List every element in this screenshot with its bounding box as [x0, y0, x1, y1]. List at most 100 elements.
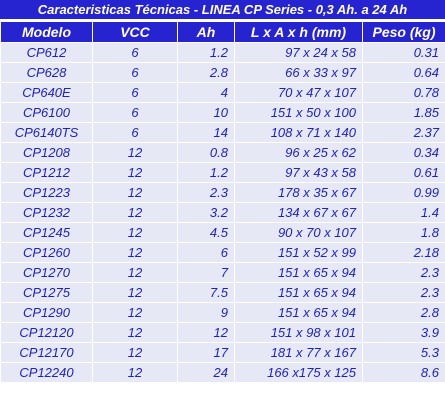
weight-cell: 2.8 — [362, 302, 445, 323]
model-cell: CP612 — [0, 42, 93, 63]
ah-cell: 2.8 — [177, 62, 235, 83]
model-cell: CP12240 — [0, 362, 93, 383]
weight-cell: 0.64 — [362, 62, 445, 83]
table-row: CP640E 6 4 70 x 47 x 107 0.78 — [0, 82, 445, 103]
sheet-title: Caracteristicas Técnicas - LINEA CP Seri… — [0, 0, 445, 21]
vcc-cell: 6 — [92, 122, 178, 143]
model-cell: CP1232 — [0, 202, 93, 223]
vcc-cell: 6 — [92, 62, 178, 83]
vcc-cell: 12 — [92, 302, 178, 323]
ah-cell: 24 — [177, 362, 235, 383]
table-row: CP1245 12 4.5 90 x 70 x 107 1.8 — [0, 222, 445, 243]
weight-cell: 0.99 — [362, 182, 445, 203]
ah-cell: 1.2 — [177, 42, 235, 63]
dimensions-cell: 151 x 65 x 94 — [234, 302, 363, 323]
column-header-vcc: VCC — [92, 21, 178, 43]
dimensions-cell: 178 x 35 x 67 — [234, 182, 363, 203]
table-row: CP12240 12 24 166 x175 x 125 8.6 — [0, 362, 445, 383]
weight-cell: 2.37 — [362, 122, 445, 143]
weight-cell: 2.3 — [362, 282, 445, 303]
ah-cell: 7 — [177, 262, 235, 283]
ah-cell: 3.2 — [177, 202, 235, 223]
dimensions-cell: 66 x 33 x 97 — [234, 62, 363, 83]
vcc-cell: 6 — [92, 102, 178, 123]
model-cell: CP1212 — [0, 162, 93, 183]
vcc-cell: 12 — [92, 282, 178, 303]
model-cell: CP12120 — [0, 322, 93, 343]
weight-cell: 0.78 — [362, 82, 445, 103]
ah-cell: 6 — [177, 242, 235, 263]
ah-cell: 12 — [177, 322, 235, 343]
spec-table: Modelo VCC Ah L x A x h (mm) Peso (kg) C… — [0, 21, 445, 383]
vcc-cell: 12 — [92, 322, 178, 343]
table-row: CP1270 12 7 151 x 65 x 94 2.3 — [0, 262, 445, 283]
dimensions-cell: 151 x 65 x 94 — [234, 262, 363, 283]
ah-cell: 17 — [177, 342, 235, 363]
table-row: CP6140TS 6 14 108 x 71 x 140 2.37 — [0, 122, 445, 143]
table-row: CP6100 6 10 151 x 50 x 100 1.85 — [0, 102, 445, 123]
vcc-cell: 12 — [92, 362, 178, 383]
model-cell: CP1290 — [0, 302, 93, 323]
model-cell: CP6140TS — [0, 122, 93, 143]
dimensions-cell: 166 x175 x 125 — [234, 362, 363, 383]
table-row: CP1290 12 9 151 x 65 x 94 2.8 — [0, 302, 445, 323]
weight-cell: 3.9 — [362, 322, 445, 343]
table-row: CP628 6 2.8 66 x 33 x 97 0.64 — [0, 62, 445, 83]
dimensions-cell: 134 x 67 x 67 — [234, 202, 363, 223]
ah-cell: 2.3 — [177, 182, 235, 203]
ah-cell: 9 — [177, 302, 235, 323]
dimensions-cell: 151 x 50 x 100 — [234, 102, 363, 123]
ah-cell: 7.5 — [177, 282, 235, 303]
weight-cell: 5.3 — [362, 342, 445, 363]
model-cell: CP640E — [0, 82, 93, 103]
model-cell: CP1208 — [0, 142, 93, 163]
column-header-ah: Ah — [177, 21, 235, 43]
model-cell: CP628 — [0, 62, 93, 83]
model-cell: CP6100 — [0, 102, 93, 123]
dimensions-cell: 181 x 77 x 167 — [234, 342, 363, 363]
model-cell: CP1245 — [0, 222, 93, 243]
weight-cell: 1.8 — [362, 222, 445, 243]
table-row: CP12120 12 12 151 x 98 x 101 3.9 — [0, 322, 445, 343]
model-cell: CP1260 — [0, 242, 93, 263]
ah-cell: 4 — [177, 82, 235, 103]
table-row: CP1212 12 1.2 97 x 43 x 58 0.61 — [0, 162, 445, 183]
column-header-weight: Peso (kg) — [362, 21, 445, 43]
vcc-cell: 12 — [92, 342, 178, 363]
table-row: CP612 6 1.2 97 x 24 x 58 0.31 — [0, 42, 445, 63]
header-row: Modelo VCC Ah L x A x h (mm) Peso (kg) — [0, 21, 445, 43]
vcc-cell: 12 — [92, 202, 178, 223]
model-cell: CP12170 — [0, 342, 93, 363]
vcc-cell: 12 — [92, 142, 178, 163]
weight-cell: 8.6 — [362, 362, 445, 383]
table-row: CP1208 12 0.8 96 x 25 x 62 0.34 — [0, 142, 445, 163]
table-row: CP1223 12 2.3 178 x 35 x 67 0.99 — [0, 182, 445, 203]
vcc-cell: 12 — [92, 222, 178, 243]
weight-cell: 0.31 — [362, 42, 445, 63]
ah-cell: 1.2 — [177, 162, 235, 183]
column-header-dimensions: L x A x h (mm) — [234, 21, 363, 43]
table-row: CP1275 12 7.5 151 x 65 x 94 2.3 — [0, 282, 445, 303]
dimensions-cell: 97 x 24 x 58 — [234, 42, 363, 63]
dimensions-cell: 108 x 71 x 140 — [234, 122, 363, 143]
ah-cell: 14 — [177, 122, 235, 143]
dimensions-cell: 97 x 43 x 58 — [234, 162, 363, 183]
dimensions-cell: 151 x 65 x 94 — [234, 282, 363, 303]
weight-cell: 0.61 — [362, 162, 445, 183]
weight-cell: 2.18 — [362, 242, 445, 263]
weight-cell: 1.85 — [362, 102, 445, 123]
vcc-cell: 12 — [92, 182, 178, 203]
dimensions-cell: 151 x 98 x 101 — [234, 322, 363, 343]
table-body: CP612 6 1.2 97 x 24 x 58 0.31 CP628 6 2.8 66 x 3… — [0, 42, 445, 383]
ah-cell: 4.5 — [177, 222, 235, 243]
dimensions-cell: 90 x 70 x 107 — [234, 222, 363, 243]
vcc-cell: 6 — [92, 42, 178, 63]
vcc-cell: 12 — [92, 262, 178, 283]
dimensions-cell: 151 x 52 x 99 — [234, 242, 363, 263]
dimensions-cell: 70 x 47 x 107 — [234, 82, 363, 103]
table-row: CP1232 12 3.2 134 x 67 x 67 1.4 — [0, 202, 445, 223]
column-header-modelo: Modelo — [0, 21, 93, 43]
vcc-cell: 12 — [92, 242, 178, 263]
spec-sheet: Caracteristicas Técnicas - LINEA CP Seri… — [0, 0, 445, 383]
vcc-cell: 6 — [92, 82, 178, 103]
